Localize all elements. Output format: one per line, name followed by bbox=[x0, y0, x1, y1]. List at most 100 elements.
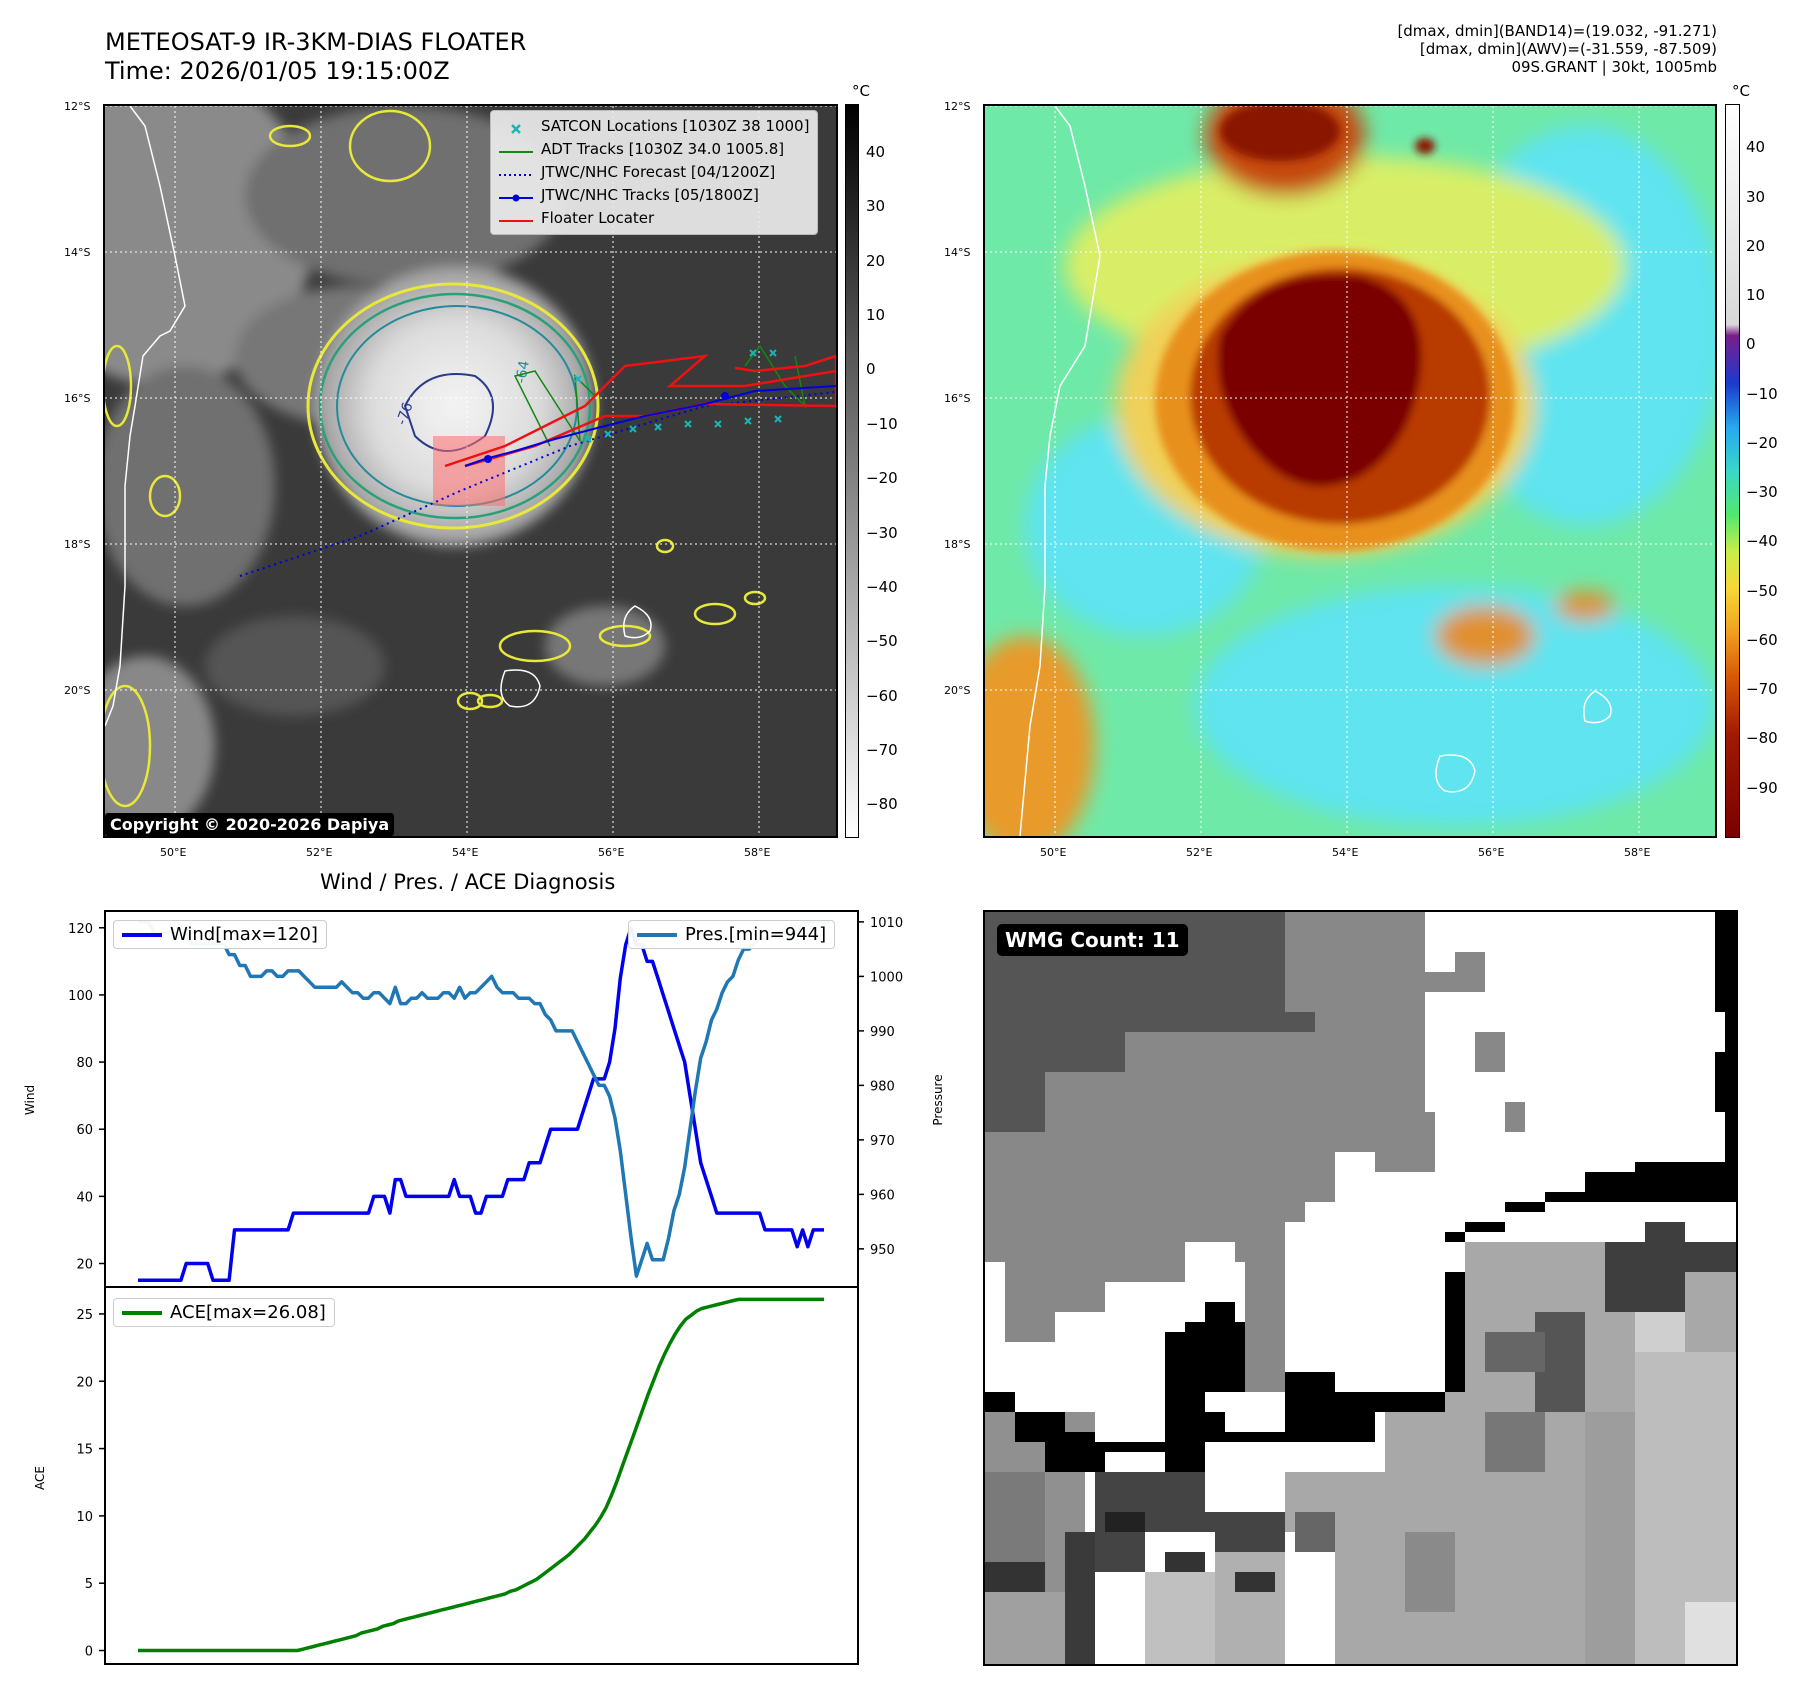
coastline-mauritius bbox=[623, 605, 652, 639]
jtwc-track bbox=[464, 385, 836, 467]
colorbar-tick: −30 bbox=[1746, 483, 1778, 502]
lon-label-left: 54°E bbox=[452, 846, 479, 859]
lon-label-left: 56°E bbox=[598, 846, 625, 859]
lon-label-right: 58°E bbox=[1624, 846, 1651, 859]
floater-locater-line bbox=[464, 354, 836, 468]
y-tick-label: 100 bbox=[68, 989, 93, 1004]
awv-map-svg bbox=[985, 106, 1715, 836]
ir-colorbar bbox=[845, 104, 859, 838]
pressure-legend: Pres.[min=944] bbox=[628, 920, 836, 949]
colorbar-tick: 20 bbox=[1746, 236, 1766, 255]
coastline-madagascar bbox=[105, 106, 186, 727]
title-line-2: Time: 2026/01/05 19:15:00Z bbox=[105, 57, 450, 85]
colorbar-tick: 0 bbox=[866, 360, 876, 379]
jtwc-point bbox=[484, 455, 492, 463]
map-legend: SATCON Locations [1030Z 38 1000] ADT Tra… bbox=[490, 110, 819, 235]
wmg-panel: WMG Count: 11 bbox=[983, 910, 1738, 1666]
stats-block: [dmax, dmin](BAND14)=(19.032, -91.271) [… bbox=[1397, 22, 1717, 76]
wmg-count-badge: WMG Count: 11 bbox=[997, 924, 1188, 956]
lat-label-left: 16°S bbox=[64, 392, 91, 405]
awv-map-panel bbox=[983, 104, 1717, 838]
legend-item-adt: ADT Tracks [1030Z 34.0 1005.8] bbox=[499, 138, 809, 161]
colorbar-tick: −70 bbox=[866, 741, 898, 759]
wind-legend: Wind[max=120] bbox=[113, 920, 327, 949]
copyright-badge: Copyright © 2020-2026 Dapiya bbox=[105, 813, 395, 836]
diagnosis-svg: 20 40 60 80 100 120 950 960 970 980 990 1000 1010 0 5… bbox=[23, 910, 945, 1665]
wind-legend-line-icon bbox=[122, 932, 162, 937]
colorbar-tick: −60 bbox=[866, 686, 898, 705]
lat-label-left: 18°S bbox=[64, 538, 91, 551]
colorbar-tick: 40 bbox=[866, 142, 886, 161]
awv-colorbar-unit: °C bbox=[1732, 82, 1750, 100]
colorbar-tick: 10 bbox=[1746, 286, 1766, 305]
plot-frame bbox=[104, 910, 859, 1288]
wmg-svg bbox=[985, 912, 1736, 1664]
y-tick-label: 40 bbox=[76, 1190, 93, 1205]
y2-tick-label: 990 bbox=[870, 1025, 895, 1040]
colorbar-tick: −10 bbox=[866, 414, 898, 433]
legend-item-forecast: JTWC/NHC Forecast [04/1200Z] bbox=[499, 161, 809, 184]
legend-item-floater: Floater Locater bbox=[499, 207, 809, 230]
plot-frame bbox=[104, 1286, 859, 1665]
colorbar-tick: −60 bbox=[1746, 630, 1778, 649]
awv-colorbar bbox=[1725, 104, 1740, 838]
lat-label-left: 12°S bbox=[64, 100, 91, 113]
ace-axis-label: ACE bbox=[33, 1466, 47, 1490]
colorbar-tick: −20 bbox=[1746, 433, 1778, 452]
floater-locater-line-2 bbox=[444, 354, 836, 468]
lon-label-left: 52°E bbox=[306, 846, 333, 859]
awv-core bbox=[1155, 106, 1515, 551]
colorbar-tick: −80 bbox=[866, 795, 898, 814]
ace-legend: ACE[max=26.08] bbox=[113, 1298, 335, 1327]
y-tick-label: 20 bbox=[76, 1375, 93, 1390]
colorbar-tick: 30 bbox=[866, 197, 886, 216]
colorbar-tick: −80 bbox=[1746, 729, 1778, 748]
stats-line-1: [dmax, dmin](BAND14)=(19.032, -91.271) bbox=[1397, 22, 1717, 40]
series-line bbox=[138, 1297, 824, 1653]
jtwc-line-dot-icon bbox=[499, 189, 533, 203]
floater-line-icon bbox=[499, 212, 533, 226]
colorbar-tick: 10 bbox=[866, 306, 886, 325]
y2-tick-label: 980 bbox=[870, 1079, 895, 1094]
y-tick-label: 60 bbox=[76, 1123, 93, 1138]
lat-label-right: 20°S bbox=[944, 684, 971, 697]
colorbar-tick: −90 bbox=[1746, 778, 1778, 797]
colorbar-tick: −50 bbox=[866, 632, 898, 651]
pressure-legend-line-icon bbox=[637, 932, 677, 937]
awv-reunion bbox=[1435, 754, 1476, 793]
y2-tick-label: 1000 bbox=[870, 970, 903, 985]
y-tick-label: 15 bbox=[76, 1443, 93, 1458]
diagnosis-title: Wind / Pres. / ACE Diagnosis bbox=[320, 870, 616, 894]
jtwc-point bbox=[721, 392, 729, 400]
ir-map-svg: -64 -76 bbox=[105, 106, 836, 836]
y-tick-label: 20 bbox=[76, 1258, 93, 1273]
lat-label-right: 18°S bbox=[944, 538, 971, 551]
legend-item-satcon: SATCON Locations [1030Z 38 1000] bbox=[499, 115, 809, 138]
title-line-1: METEOSAT-9 IR-3KM-DIAS FLOATER bbox=[105, 28, 527, 56]
coastline-reunion bbox=[500, 669, 541, 708]
lat-label-right: 16°S bbox=[944, 392, 971, 405]
y-tick-label: 0 bbox=[85, 1645, 93, 1660]
colorbar-tick: −40 bbox=[866, 577, 898, 596]
y2-tick-label: 1010 bbox=[870, 916, 903, 931]
forecast-dotted-icon bbox=[499, 166, 533, 180]
small-contours bbox=[105, 109, 767, 808]
colorbar-tick: 20 bbox=[866, 251, 886, 270]
pressure-axis-label: Pressure bbox=[931, 1074, 945, 1125]
y-tick-label: 120 bbox=[68, 922, 93, 937]
lon-label-right: 52°E bbox=[1186, 846, 1213, 859]
colorbar-tick: −40 bbox=[1746, 532, 1778, 551]
series-line bbox=[138, 920, 830, 1278]
wmg-field bbox=[985, 912, 1736, 1664]
legend-item-jtwc: JTWC/NHC Tracks [05/1800Z] bbox=[499, 184, 809, 207]
lon-label-left: 50°E bbox=[160, 846, 187, 859]
lat-label-left: 14°S bbox=[64, 246, 91, 259]
colorbar-tick: −20 bbox=[866, 469, 898, 488]
colorbar-tick: −10 bbox=[1746, 384, 1778, 403]
lon-label-right: 50°E bbox=[1040, 846, 1067, 859]
ir-map-panel: -64 -76 bbox=[103, 104, 838, 838]
colorbar-tick: 0 bbox=[1746, 335, 1756, 354]
wind-axis-label: Wind bbox=[23, 1085, 37, 1115]
y2-tick-label: 970 bbox=[870, 1134, 895, 1149]
y-tick-label: 25 bbox=[76, 1308, 93, 1323]
